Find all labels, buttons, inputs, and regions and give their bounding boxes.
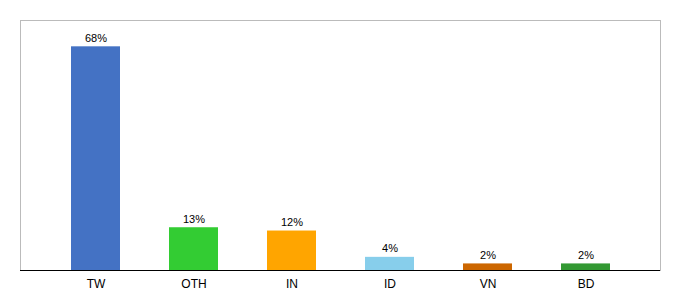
- svg-text:BD: BD: [578, 277, 595, 291]
- svg-text:68%: 68%: [85, 32, 107, 44]
- svg-text:12%: 12%: [281, 216, 303, 228]
- svg-text:4%: 4%: [382, 242, 398, 254]
- svg-text:VN: VN: [480, 277, 497, 291]
- svg-text:2%: 2%: [578, 249, 594, 261]
- svg-text:ID: ID: [384, 277, 396, 291]
- svg-text:TW: TW: [87, 277, 106, 291]
- svg-text:OTH: OTH: [181, 277, 206, 291]
- svg-text:IN: IN: [286, 277, 298, 291]
- svg-text:2%: 2%: [480, 249, 496, 261]
- svg-text:13%: 13%: [183, 213, 205, 225]
